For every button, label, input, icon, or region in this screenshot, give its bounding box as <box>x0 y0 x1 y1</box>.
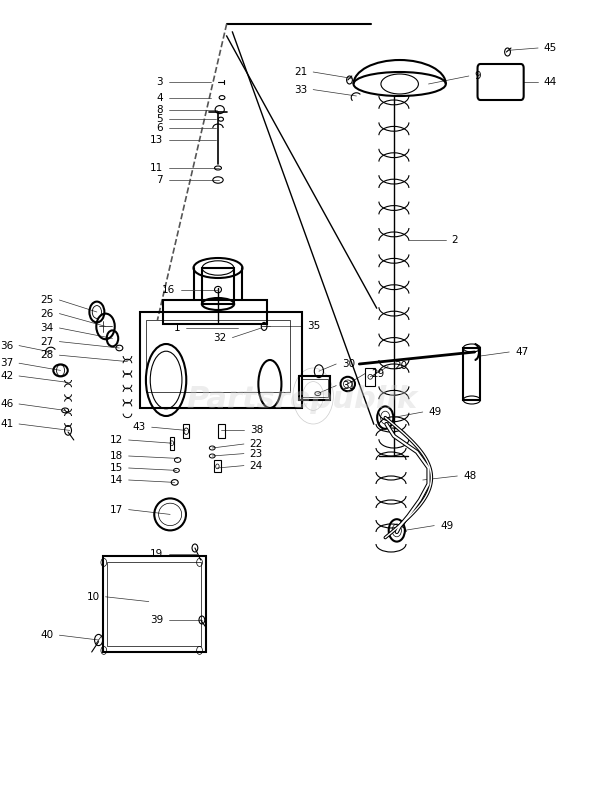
FancyBboxPatch shape <box>477 64 524 100</box>
Text: 33: 33 <box>294 85 307 94</box>
Bar <box>299 376 330 400</box>
Text: 32: 32 <box>214 333 227 342</box>
Text: 28: 28 <box>40 350 54 360</box>
Text: 13: 13 <box>150 135 163 145</box>
Text: 5: 5 <box>156 114 163 124</box>
Text: 24: 24 <box>250 461 263 470</box>
Text: 14: 14 <box>110 475 123 485</box>
Text: 43: 43 <box>133 422 146 432</box>
Text: 31: 31 <box>342 381 355 390</box>
Text: 7: 7 <box>156 175 163 185</box>
Text: 8: 8 <box>156 105 163 114</box>
Bar <box>218 424 225 438</box>
Text: 38: 38 <box>250 426 263 435</box>
Bar <box>140 312 301 408</box>
Text: 23: 23 <box>250 449 263 458</box>
Text: 34: 34 <box>40 323 54 333</box>
Bar <box>202 268 234 304</box>
Text: 21: 21 <box>294 67 307 77</box>
Bar <box>107 562 201 646</box>
Bar <box>183 424 189 438</box>
Text: 6: 6 <box>156 123 163 133</box>
Text: 26: 26 <box>40 309 54 318</box>
Text: 17: 17 <box>110 505 123 514</box>
Bar <box>301 379 327 397</box>
Text: 49: 49 <box>440 521 453 530</box>
Text: 9: 9 <box>474 71 481 81</box>
Text: 18: 18 <box>110 451 123 461</box>
Text: 37: 37 <box>0 358 13 368</box>
Text: 41: 41 <box>0 419 13 429</box>
Bar <box>103 556 206 652</box>
Text: 20: 20 <box>394 362 407 371</box>
Text: 48: 48 <box>463 471 476 481</box>
Text: Partsrepublik: Partsrepublik <box>186 386 417 414</box>
Bar <box>214 460 221 472</box>
Text: 39: 39 <box>150 615 163 625</box>
Text: 1: 1 <box>174 323 181 333</box>
Text: 27: 27 <box>40 337 54 346</box>
Text: 44: 44 <box>544 78 557 87</box>
Text: 10: 10 <box>87 592 100 602</box>
Text: 2: 2 <box>451 235 458 245</box>
Text: 16: 16 <box>162 285 175 294</box>
Text: 36: 36 <box>0 341 13 350</box>
Text: 12: 12 <box>110 435 123 445</box>
Text: 11: 11 <box>150 163 163 173</box>
Text: 47: 47 <box>515 347 528 357</box>
Text: 40: 40 <box>41 630 54 640</box>
Text: 29: 29 <box>371 369 384 378</box>
Text: 22: 22 <box>250 439 263 449</box>
Bar <box>463 348 480 400</box>
Text: 3: 3 <box>156 77 163 86</box>
Text: 19: 19 <box>150 549 163 558</box>
Text: 45: 45 <box>544 43 557 53</box>
Bar <box>365 368 375 386</box>
Text: 30: 30 <box>342 359 355 369</box>
Bar <box>146 320 290 392</box>
Text: 4: 4 <box>156 93 163 102</box>
Bar <box>169 437 174 450</box>
Text: 15: 15 <box>110 463 123 473</box>
Text: 46: 46 <box>0 399 13 409</box>
Text: 42: 42 <box>0 371 13 381</box>
Text: 35: 35 <box>307 322 320 331</box>
Text: 25: 25 <box>40 295 54 305</box>
Bar <box>163 300 267 324</box>
Text: 49: 49 <box>428 407 442 417</box>
